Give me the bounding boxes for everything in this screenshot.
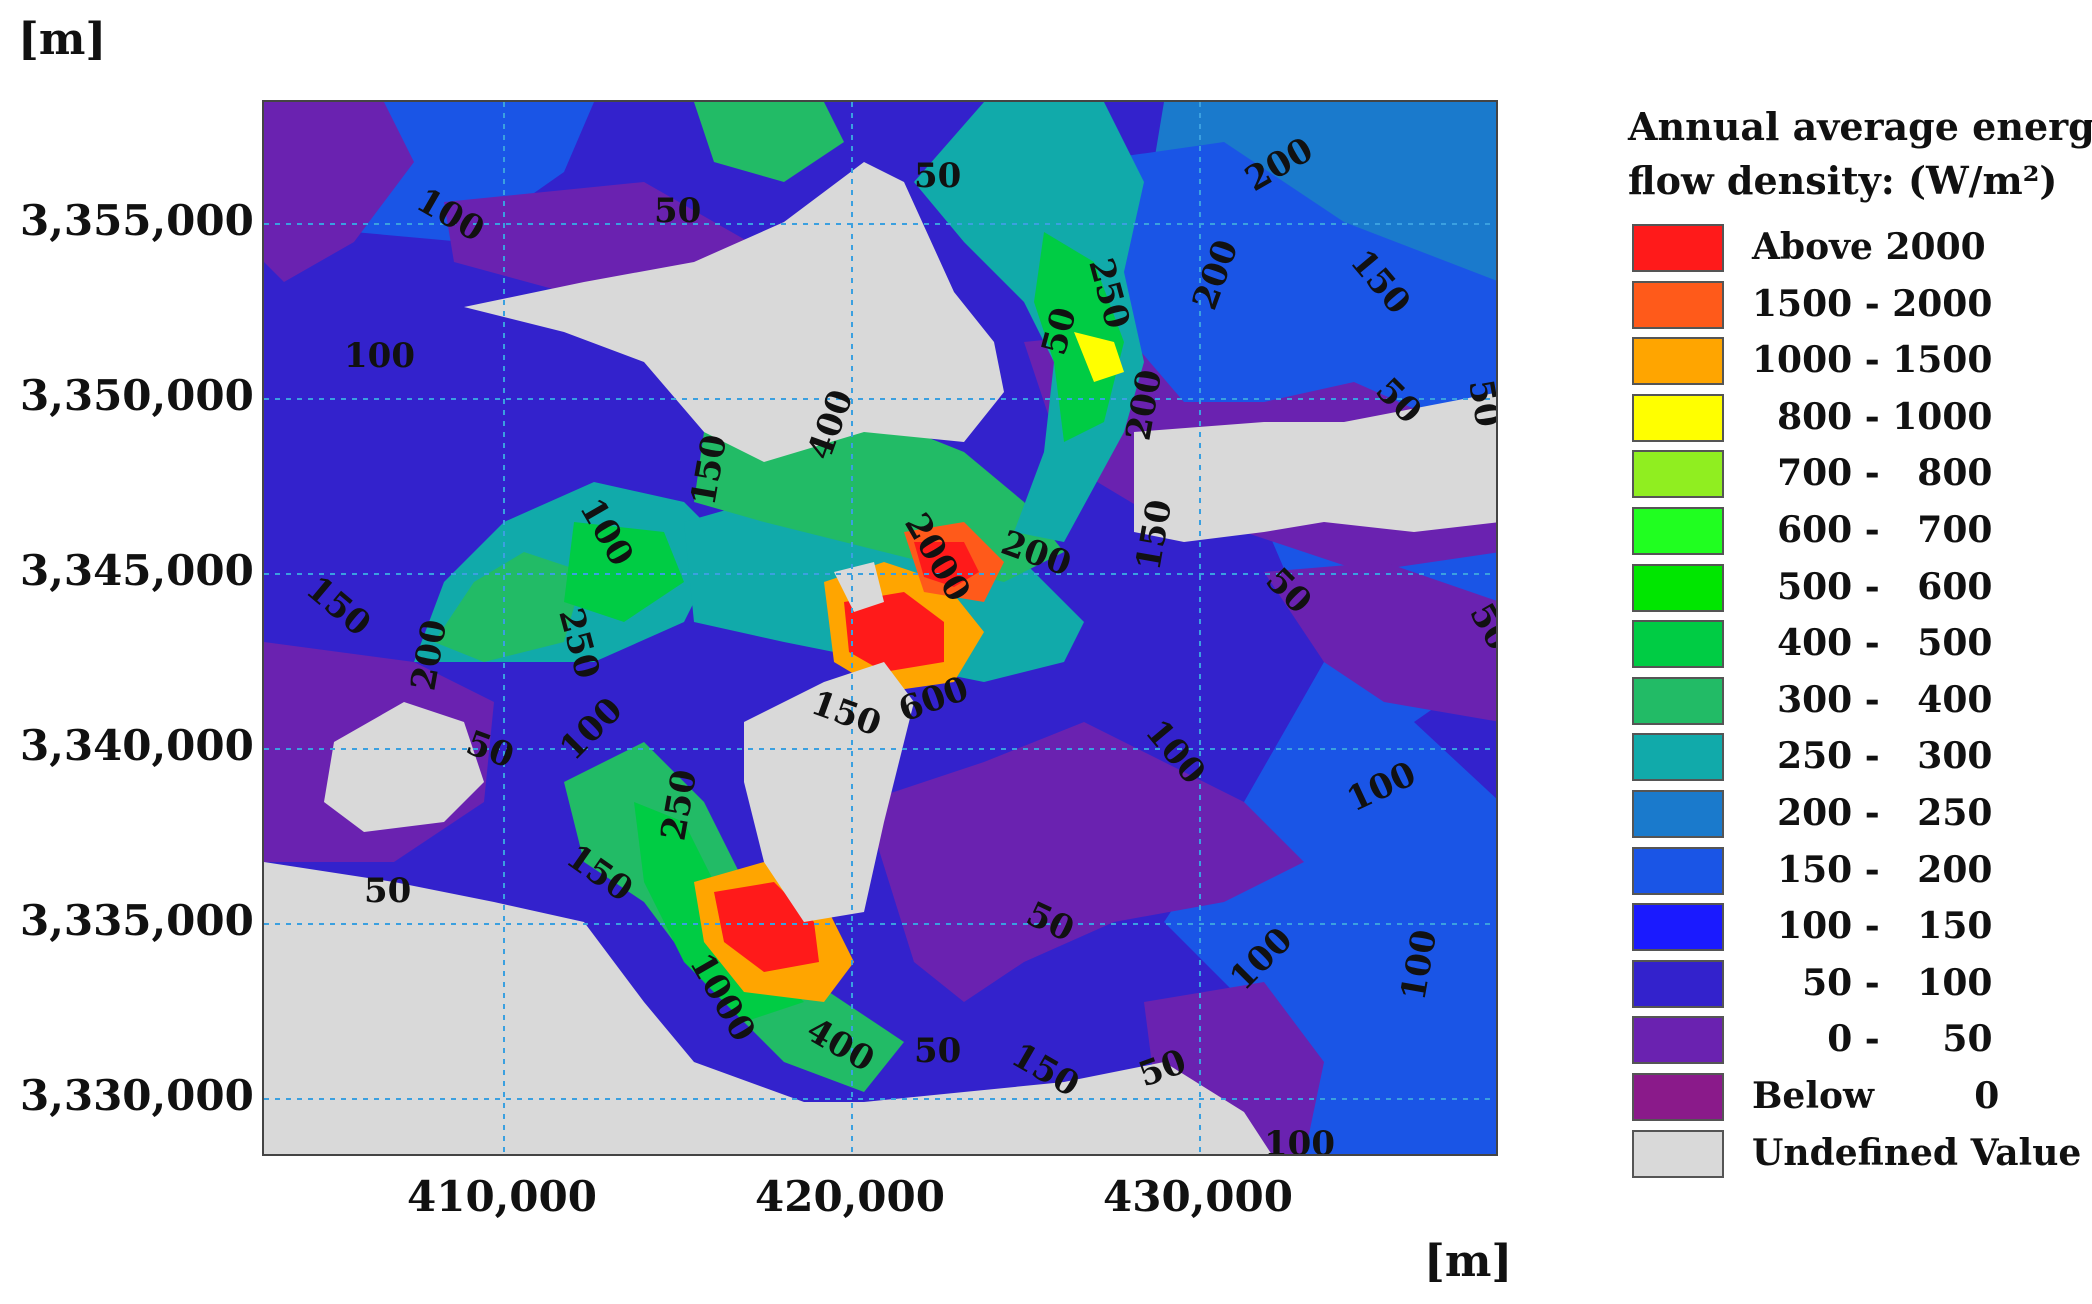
land-north-island	[464, 162, 1004, 462]
legend-swatch	[1632, 676, 1724, 725]
legend-item: 1500 - 2000	[1628, 279, 2088, 329]
legend-item: 50 - 100	[1628, 958, 2088, 1008]
legend-title-line2: flow density: (W/m²)	[1628, 158, 2058, 203]
legend-item: 700 - 800	[1628, 448, 2088, 499]
legend-item: 250 - 300	[1628, 731, 2088, 782]
legend-label: 200 - 250	[1752, 792, 1993, 834]
legend-label: 400 - 500	[1752, 622, 1993, 665]
legend-label: 600 - 700	[1752, 509, 1993, 551]
legend-swatch	[1632, 846, 1724, 895]
x-tick: 420,000	[755, 1172, 945, 1221]
legend-swatch	[1632, 563, 1724, 612]
legend-item: Above 2000	[1628, 222, 2088, 272]
energy-density-map: 100 50 50 200 250 200 150 100 50 200 50 …	[262, 100, 1498, 1156]
map-canvas: 100 50 50 200 250 200 150 100 50 200 50 …	[264, 102, 1496, 1156]
zone-0-50-south	[864, 722, 1304, 1002]
y-tick: 3,345,000	[20, 546, 254, 595]
contour-label: 50	[654, 191, 701, 231]
legend-label: 150 - 200	[1752, 848, 1993, 891]
legend-label: Above 2000	[1752, 226, 1986, 268]
legend-item: 500 - 600	[1628, 562, 2088, 612]
contour-label: 100	[344, 336, 415, 376]
x-axis-unit: [m]	[1424, 1236, 1513, 1287]
channel-west-green	[434, 552, 584, 662]
contour-label: 50	[364, 871, 411, 911]
hotspot-north-red	[914, 542, 979, 587]
legend-item: Below 0	[1628, 1071, 2088, 1121]
legend-label: 0 - 50	[1752, 1018, 1993, 1061]
legend-item: 400 - 500	[1628, 618, 2088, 669]
legend-item: 300 - 400	[1628, 675, 2088, 725]
land-south-coast	[264, 862, 1272, 1154]
zone-0-50-nw	[264, 102, 414, 282]
legend-swatch	[1632, 393, 1724, 442]
legend-item: 600 - 700	[1628, 505, 2088, 555]
legend-label: 1000 - 1500	[1752, 339, 1993, 382]
gridlines	[264, 102, 1496, 1154]
legend-swatch	[1632, 507, 1724, 555]
channel-west-core	[564, 522, 684, 622]
legend-swatch	[1632, 1016, 1724, 1065]
legend-swatch	[1632, 959, 1724, 1008]
legend-swatch	[1632, 903, 1724, 952]
legend-swatch	[1632, 733, 1724, 782]
legend-item: 100 - 150	[1628, 901, 2088, 952]
legend-title-line1: Annual average energy	[1628, 104, 2092, 149]
channel-ne-teal	[914, 102, 1144, 542]
y-tick: 3,340,000	[20, 721, 254, 770]
legend-swatch	[1632, 224, 1724, 272]
legend-label: Below 0	[1752, 1075, 2000, 1117]
legend-item: Undefined Value	[1628, 1128, 2088, 1178]
legend-label: 800 - 1000	[1752, 395, 1993, 438]
legend-label: 50 - 100	[1752, 961, 1993, 1004]
legend-item: 200 - 250	[1628, 788, 2088, 838]
legend-swatch	[1632, 337, 1724, 386]
legend-swatch	[1632, 450, 1724, 499]
land-central-island	[744, 662, 914, 922]
legend-items: Above 2000 1500 - 2000 1000 - 1500 800 - 1…	[1628, 222, 2088, 1182]
land-east-peninsula	[1134, 392, 1496, 542]
channel-north-top	[694, 102, 844, 182]
legend-label: 700 - 800	[1752, 452, 1993, 495]
y-tick: 3,330,000	[20, 1071, 254, 1120]
legend-item: 0 - 50	[1628, 1014, 2088, 1065]
contour-label: 100	[1264, 1124, 1335, 1156]
contour-label: 50	[914, 1031, 961, 1071]
legend-item: 150 - 200	[1628, 845, 2088, 895]
y-tick: 3,355,000	[20, 196, 254, 245]
legend-item: 1000 - 1500	[1628, 335, 2088, 386]
legend-label: 500 - 600	[1752, 565, 1993, 608]
legend-label: 100 - 150	[1752, 905, 1993, 948]
legend-label: 300 - 400	[1752, 678, 1993, 721]
legend: Annual average energy flow density: (W/m…	[1628, 100, 2092, 1182]
legend-swatch	[1632, 1129, 1724, 1178]
legend-swatch	[1632, 1073, 1724, 1121]
x-tick: 410,000	[407, 1172, 597, 1221]
y-tick: 3,335,000	[20, 896, 254, 945]
hotspot-central-red	[844, 592, 944, 672]
zone-0-50-east	[1264, 562, 1496, 722]
legend-label: Undefined Value	[1752, 1131, 2082, 1174]
y-axis-unit: [m]	[18, 14, 107, 65]
legend-label: 250 - 300	[1752, 735, 1993, 778]
legend-swatch	[1632, 620, 1724, 669]
land-west-island	[324, 702, 484, 832]
legend-item: 800 - 1000	[1628, 392, 2088, 442]
legend-swatch	[1632, 790, 1724, 838]
x-tick: 430,000	[1103, 1172, 1293, 1221]
legend-swatch	[1632, 280, 1724, 329]
hotspot-ne-yellow	[1074, 332, 1124, 382]
y-tick: 3,350,000	[20, 371, 254, 420]
legend-label: 1500 - 2000	[1752, 282, 1993, 325]
contour-label: 50	[914, 156, 961, 196]
